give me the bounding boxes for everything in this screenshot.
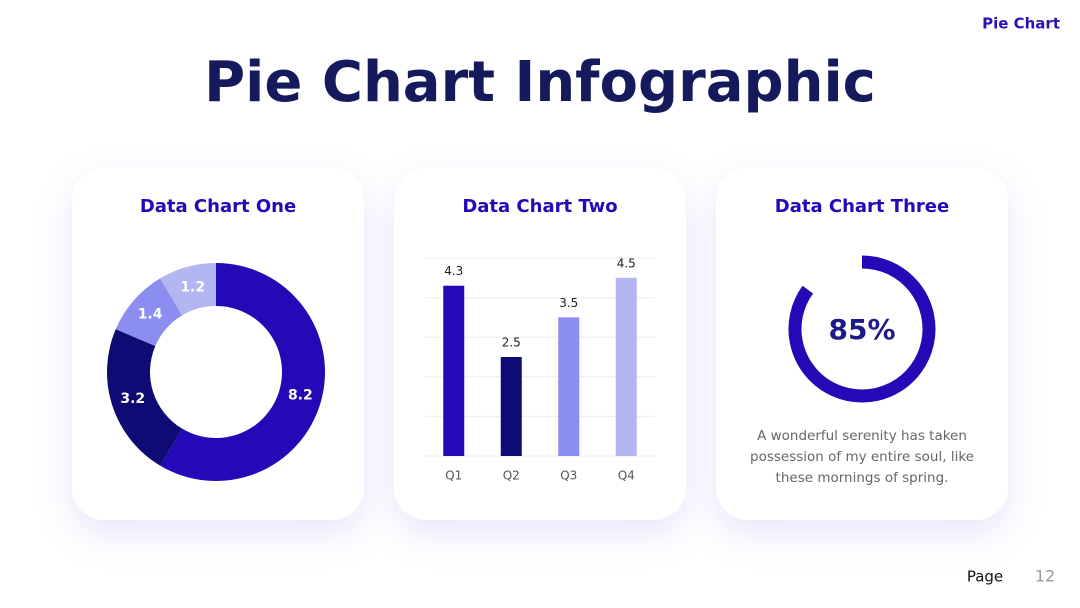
chart-title: Data Chart Three xyxy=(775,196,949,217)
donut-slice xyxy=(115,278,183,347)
description: A wonderful serenity has taken possessio… xyxy=(750,428,974,486)
slide-title: Pie Chart Infographic xyxy=(204,50,876,115)
slice-label: 8.2 xyxy=(288,387,313,403)
slice-label: 1.4 xyxy=(138,306,163,322)
bar xyxy=(500,357,522,456)
chart-title: Data Chart Two xyxy=(462,196,617,217)
bar-label: 3.5 xyxy=(559,296,578,310)
bar-label: 2.5 xyxy=(502,336,521,350)
page-number: 12 xyxy=(1035,567,1055,586)
x-tick-label: Q3 xyxy=(560,469,577,483)
progress-ring xyxy=(788,255,936,403)
chart-title: Data Chart One xyxy=(140,196,296,217)
card xyxy=(394,168,686,520)
gauge-label: 85% xyxy=(828,313,895,346)
bar xyxy=(558,317,580,456)
brand: Pie Chart xyxy=(982,15,1060,33)
card xyxy=(716,168,1008,520)
x-tick-label: Q4 xyxy=(618,469,635,483)
donut-slice xyxy=(107,329,183,466)
bar xyxy=(443,285,465,456)
page-label: Page xyxy=(967,568,1003,586)
x-tick-label: Q2 xyxy=(503,469,520,483)
slice-label: 1.2 xyxy=(180,280,205,296)
donut-slice xyxy=(160,263,216,316)
slice-label: 3.2 xyxy=(120,391,145,407)
bar-label: 4.5 xyxy=(617,256,636,270)
bar xyxy=(615,277,637,456)
bar-label: 4.3 xyxy=(444,264,463,278)
donut-slice xyxy=(160,263,325,481)
x-tick-label: Q1 xyxy=(445,469,462,483)
